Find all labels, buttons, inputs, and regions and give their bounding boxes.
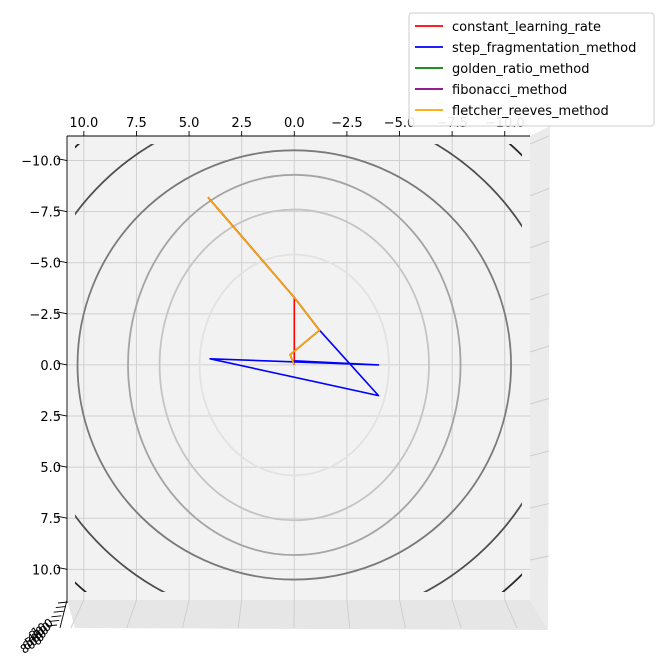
x-tick-label: 2.5 <box>231 116 252 131</box>
series-lines <box>207 196 380 397</box>
back-pane <box>67 136 530 600</box>
floor-grid-line <box>237 599 243 629</box>
y-tick-label: −2.5 <box>29 308 61 323</box>
floor-grid-line <box>451 599 462 629</box>
y-tick-mark <box>56 209 68 213</box>
y-axis-ticks: −10.0 −7.5 −5.0 −2.5 0.0 2.5 5.0 7.5 10.0 <box>21 155 68 578</box>
x-tick-label: −2.5 <box>331 116 363 131</box>
y-tick-label: −10.0 <box>21 155 61 170</box>
legend-label-fletcher_reeves_method: fletcher_reeves_method <box>452 104 609 119</box>
y-tick-label: 5.0 <box>40 461 61 476</box>
y-tick-label: −7.5 <box>29 206 61 221</box>
legend-label-step_fragmentation_method: step_fragmentation_method <box>452 41 636 56</box>
y-tick-mark <box>56 260 68 264</box>
z-tick-mark <box>55 606 66 609</box>
z-tick-mark <box>51 615 62 618</box>
side-grid-line <box>529 503 550 509</box>
legend-box <box>408 12 655 127</box>
x-tick-label: 5.0 <box>179 116 200 131</box>
floor-grid-line <box>504 599 518 629</box>
side-grid-line <box>529 398 550 405</box>
series-line-fletcher_reeves_method <box>207 196 321 366</box>
contour-2 <box>127 173 462 556</box>
side-grid-line <box>529 135 550 145</box>
side-grid-line <box>529 450 550 457</box>
z-axis-line <box>59 599 68 629</box>
floor-grid-line <box>181 599 190 629</box>
floor-grid-line <box>399 599 406 629</box>
legend: constant_learning_rate step_fragmentation… <box>408 12 655 127</box>
side-grid-line <box>529 240 550 249</box>
z-tick-mark <box>49 619 60 622</box>
axes <box>59 135 530 629</box>
grid-lines <box>67 135 550 629</box>
side-pane <box>530 126 550 630</box>
side-grid-line <box>529 188 550 197</box>
x-tick-label: −5.0 <box>384 116 416 131</box>
floor-pane <box>67 600 548 630</box>
z-tick-mark <box>57 601 69 604</box>
floor-grid-line <box>126 599 137 629</box>
legend-label-golden_ratio_method: golden_ratio_method <box>452 62 589 77</box>
y-tick-label: 2.5 <box>40 410 61 425</box>
y-tick-label: 0.0 <box>40 359 61 374</box>
floor-grid-line <box>70 599 85 629</box>
y-tick-mark <box>56 464 68 468</box>
y-tick-mark <box>56 515 68 519</box>
x-tick-label: 7.5 <box>126 116 147 131</box>
x-tick-label: 0.0 <box>284 116 305 131</box>
y-tick-mark <box>56 158 68 161</box>
contour-0 <box>198 253 390 477</box>
y-tick-label: 7.5 <box>40 512 61 527</box>
y-tick-mark <box>56 566 68 570</box>
y-tick-mark <box>56 362 68 366</box>
y-tick-label: −5.0 <box>29 257 61 272</box>
y-tick-label: 10.0 <box>32 563 61 578</box>
legend-label-constant_learning_rate: constant_learning_rate <box>452 20 601 35</box>
legend-label-fibonacci_method: fibonacci_method <box>452 83 567 98</box>
contour-lines <box>75 144 522 592</box>
z-tick-mark <box>53 610 64 613</box>
y-tick-mark <box>56 311 68 315</box>
z-tick-mark <box>46 624 58 627</box>
contour-3 <box>76 149 512 581</box>
floor-grid-line <box>346 599 351 629</box>
x-axis-ticks: 10.07.55.02.50.0−2.5−5.0−7.5−10.0 <box>69 116 525 136</box>
side-grid-line <box>529 555 550 561</box>
side-grid-line <box>529 293 550 301</box>
contour-1 <box>158 208 430 522</box>
y-tick-mark <box>56 413 68 417</box>
x-tick-label: 10.0 <box>69 116 98 131</box>
side-grid-line <box>529 345 550 353</box>
plot-background <box>67 126 550 630</box>
